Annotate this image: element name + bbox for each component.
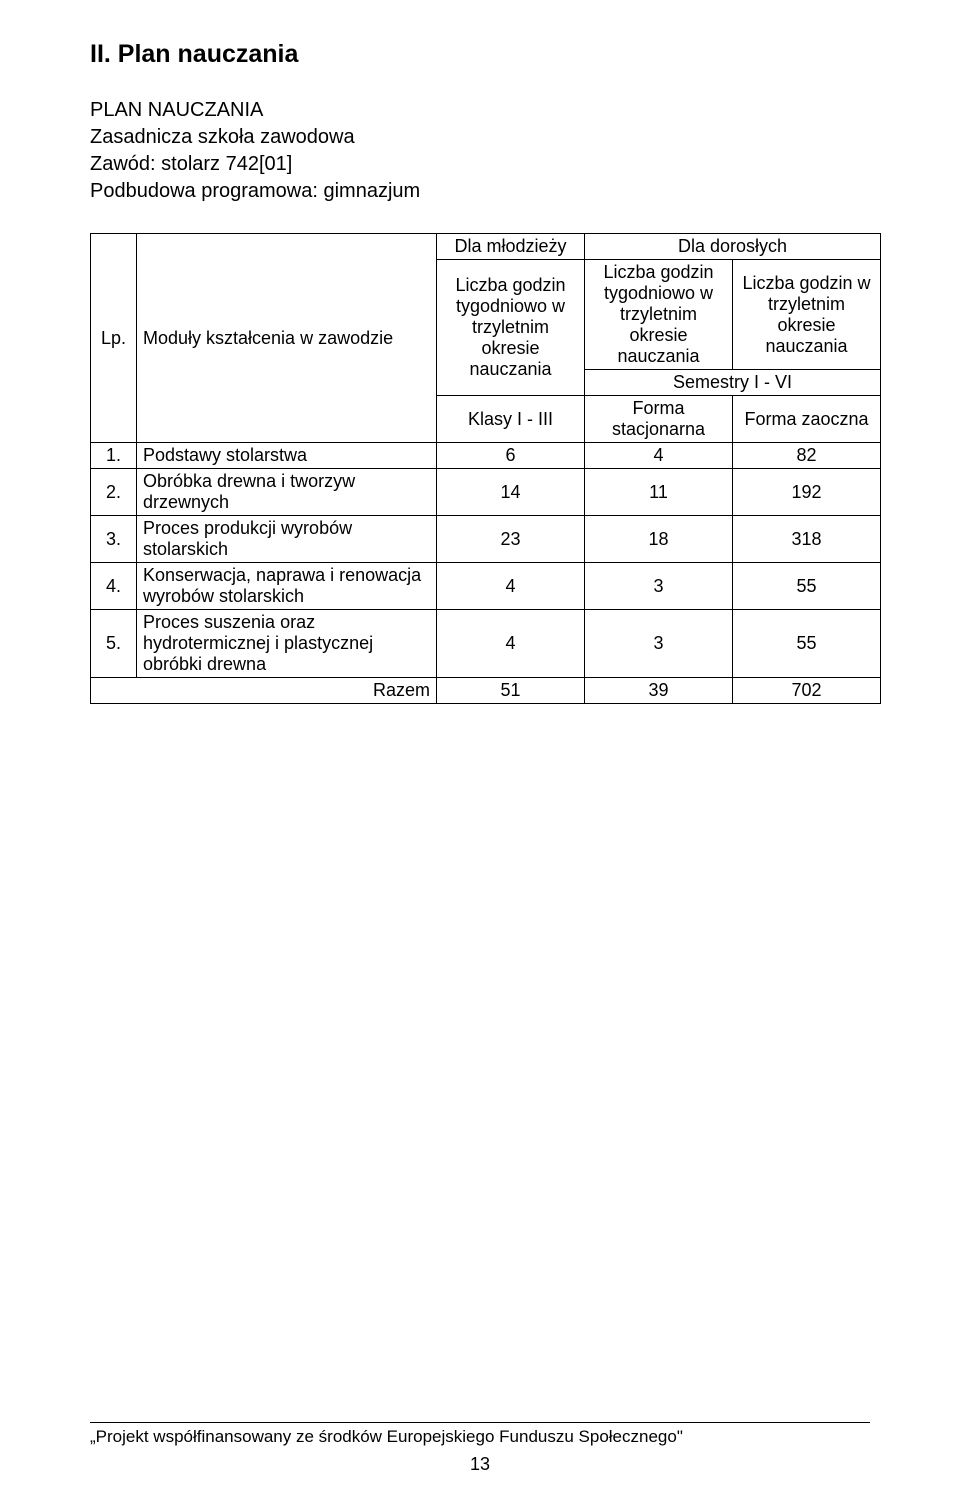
header-adult-sub2: Liczba godzin w trzyletnim okresie naucz… <box>733 260 881 370</box>
cell-c2: 11 <box>585 469 733 516</box>
cell-name: Obróbka drewna i tworzyw drzewnych <box>137 469 437 516</box>
header-adult-sub1: Liczba godzin tygodniowo w trzyletnim ok… <box>585 260 733 370</box>
header-youth-sub: Liczba godzin tygodniowo w trzyletnim ok… <box>437 260 585 396</box>
cell-c3: 82 <box>733 443 881 469</box>
subtitle-line-3: Zawód: stolarz 742[01] <box>90 151 870 178</box>
cell-name: Proces produkcji wyrobów stolarskich <box>137 516 437 563</box>
table-total-row: Razem 51 39 702 <box>91 678 881 704</box>
header-form-zaoc: Forma zaoczna <box>733 396 881 443</box>
plan-table: Lp. Moduły kształcenia w zawodzie Dla mł… <box>90 233 881 704</box>
footer-divider <box>90 1422 870 1423</box>
header-form-stac: Forma stacjonarna <box>585 396 733 443</box>
cell-c2: 3 <box>585 563 733 610</box>
table-row: 3. Proces produkcji wyrobów stolarskich … <box>91 516 881 563</box>
cell-lp: 1. <box>91 443 137 469</box>
cell-lp: 4. <box>91 563 137 610</box>
cell-c1: 14 <box>437 469 585 516</box>
cell-c2: 4 <box>585 443 733 469</box>
cell-lp: 2. <box>91 469 137 516</box>
cell-c1: 6 <box>437 443 585 469</box>
total-label: Razem <box>91 678 437 704</box>
cell-c2: 18 <box>585 516 733 563</box>
cell-c2: 3 <box>585 610 733 678</box>
header-classes: Klasy I - III <box>437 396 585 443</box>
total-c2: 39 <box>585 678 733 704</box>
table-row: 1. Podstawy stolarstwa 6 4 82 <box>91 443 881 469</box>
table-row: 5. Proces suszenia oraz hydrotermicznej … <box>91 610 881 678</box>
header-lp: Lp. <box>91 234 137 443</box>
page-number: 13 <box>0 1454 960 1475</box>
table-row: 2. Obróbka drewna i tworzyw drzewnych 14… <box>91 469 881 516</box>
footer: „Projekt współfinansowany ze środków Eur… <box>90 1422 870 1447</box>
cell-c3: 318 <box>733 516 881 563</box>
subtitle-block: PLAN NAUCZANIA Zasadnicza szkoła zawodow… <box>90 97 870 205</box>
subtitle-line-1: PLAN NAUCZANIA <box>90 97 870 124</box>
cell-c1: 4 <box>437 563 585 610</box>
cell-name: Konserwacja, naprawa i renowacja wyrobów… <box>137 563 437 610</box>
subtitle-line-2: Zasadnicza szkoła zawodowa <box>90 124 870 151</box>
header-module-name: Moduły kształcenia w zawodzie <box>137 234 437 443</box>
cell-c3: 55 <box>733 563 881 610</box>
table-row: 4. Konserwacja, naprawa i renowacja wyro… <box>91 563 881 610</box>
cell-name: Proces suszenia oraz hydrotermicznej i p… <box>137 610 437 678</box>
table-header-row-1: Lp. Moduły kształcenia w zawodzie Dla mł… <box>91 234 881 260</box>
cell-lp: 5. <box>91 610 137 678</box>
header-semesters: Semestry I - VI <box>585 370 881 396</box>
cell-c1: 4 <box>437 610 585 678</box>
cell-c1: 23 <box>437 516 585 563</box>
footer-text: „Projekt współfinansowany ze środków Eur… <box>90 1427 870 1447</box>
cell-c3: 55 <box>733 610 881 678</box>
header-adult: Dla dorosłych <box>585 234 881 260</box>
header-youth: Dla młodzieży <box>437 234 585 260</box>
section-title: II. Plan nauczania <box>90 40 870 69</box>
total-c1: 51 <box>437 678 585 704</box>
cell-c3: 192 <box>733 469 881 516</box>
cell-lp: 3. <box>91 516 137 563</box>
total-c3: 702 <box>733 678 881 704</box>
cell-name: Podstawy stolarstwa <box>137 443 437 469</box>
subtitle-line-4: Podbudowa programowa: gimnazjum <box>90 178 870 205</box>
